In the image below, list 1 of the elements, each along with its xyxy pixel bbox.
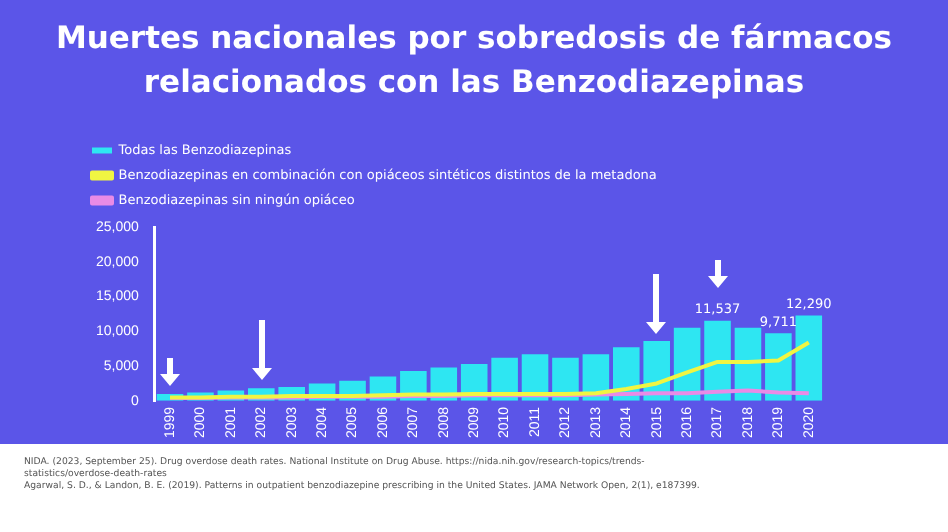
chart-title: Muertes nacionales por sobredosis de fármacos relacionados con las Benzodiazepinas <box>53 18 895 104</box>
